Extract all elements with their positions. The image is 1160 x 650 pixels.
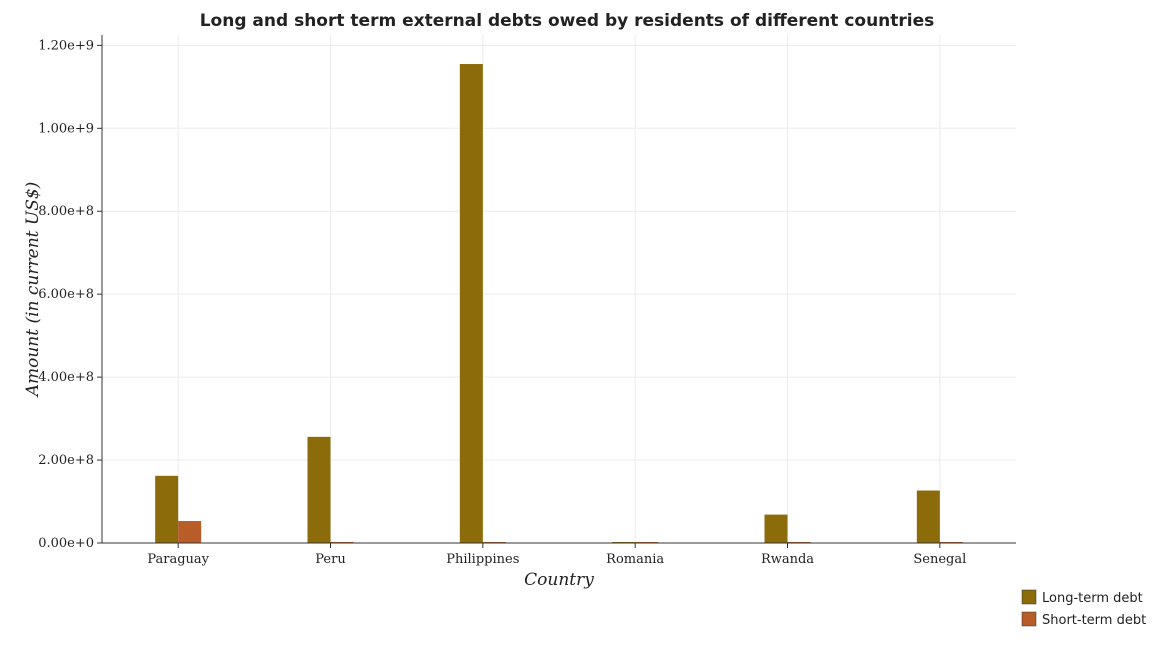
y-axis-title: Amount (in current US$) [23, 182, 43, 399]
x-tick-label: Peru [315, 552, 345, 567]
bar-long-term-peru [307, 436, 331, 543]
legend-label: Long-term debt [1042, 591, 1143, 606]
y-tick-label: 1.20e+9 [38, 38, 94, 53]
legend: Long-term debt Short-term debt [1021, 589, 1146, 628]
y-axis-ticks: 0.00e+0 2.00e+8 4.00e+8 6.00e+8 8.00e+8 1.00e… [38, 38, 102, 551]
bar-short-term-paraguay [178, 521, 202, 543]
y-tick-label: 8.00e+8 [38, 204, 94, 219]
y-tick-label: 0.00e+0 [38, 536, 94, 551]
legend-swatch [1021, 589, 1037, 605]
plot-area [102, 35, 1016, 543]
bar-long-term-rwanda [764, 514, 788, 543]
bar-long-term-philippines [459, 64, 483, 544]
legend-swatch [1021, 611, 1037, 627]
x-axis-title: Country [524, 570, 594, 590]
y-tick-label: 6.00e+8 [38, 287, 94, 302]
legend-label: Short-term debt [1042, 613, 1146, 628]
grid-lines [102, 35, 1016, 544]
x-axis-ticks: Paraguay Peru Philippines Romania Rwanda Sene… [147, 543, 966, 567]
bar-long-term-paraguay [155, 475, 179, 543]
y-tick-label: 2.00e+8 [38, 453, 94, 468]
x-tick-label: Romania [606, 552, 664, 567]
y-tick-label: 4.00e+8 [38, 370, 94, 385]
bars [155, 64, 963, 544]
x-tick-label: Senegal [913, 552, 966, 567]
bar-long-term-senegal [916, 490, 940, 543]
x-tick-label: Philippines [446, 552, 519, 567]
chart-title: Long and short term external debts owed … [200, 11, 935, 31]
x-tick-label: Paraguay [147, 552, 209, 567]
x-tick-label: Rwanda [761, 552, 814, 567]
y-tick-label: 1.00e+9 [38, 121, 94, 136]
